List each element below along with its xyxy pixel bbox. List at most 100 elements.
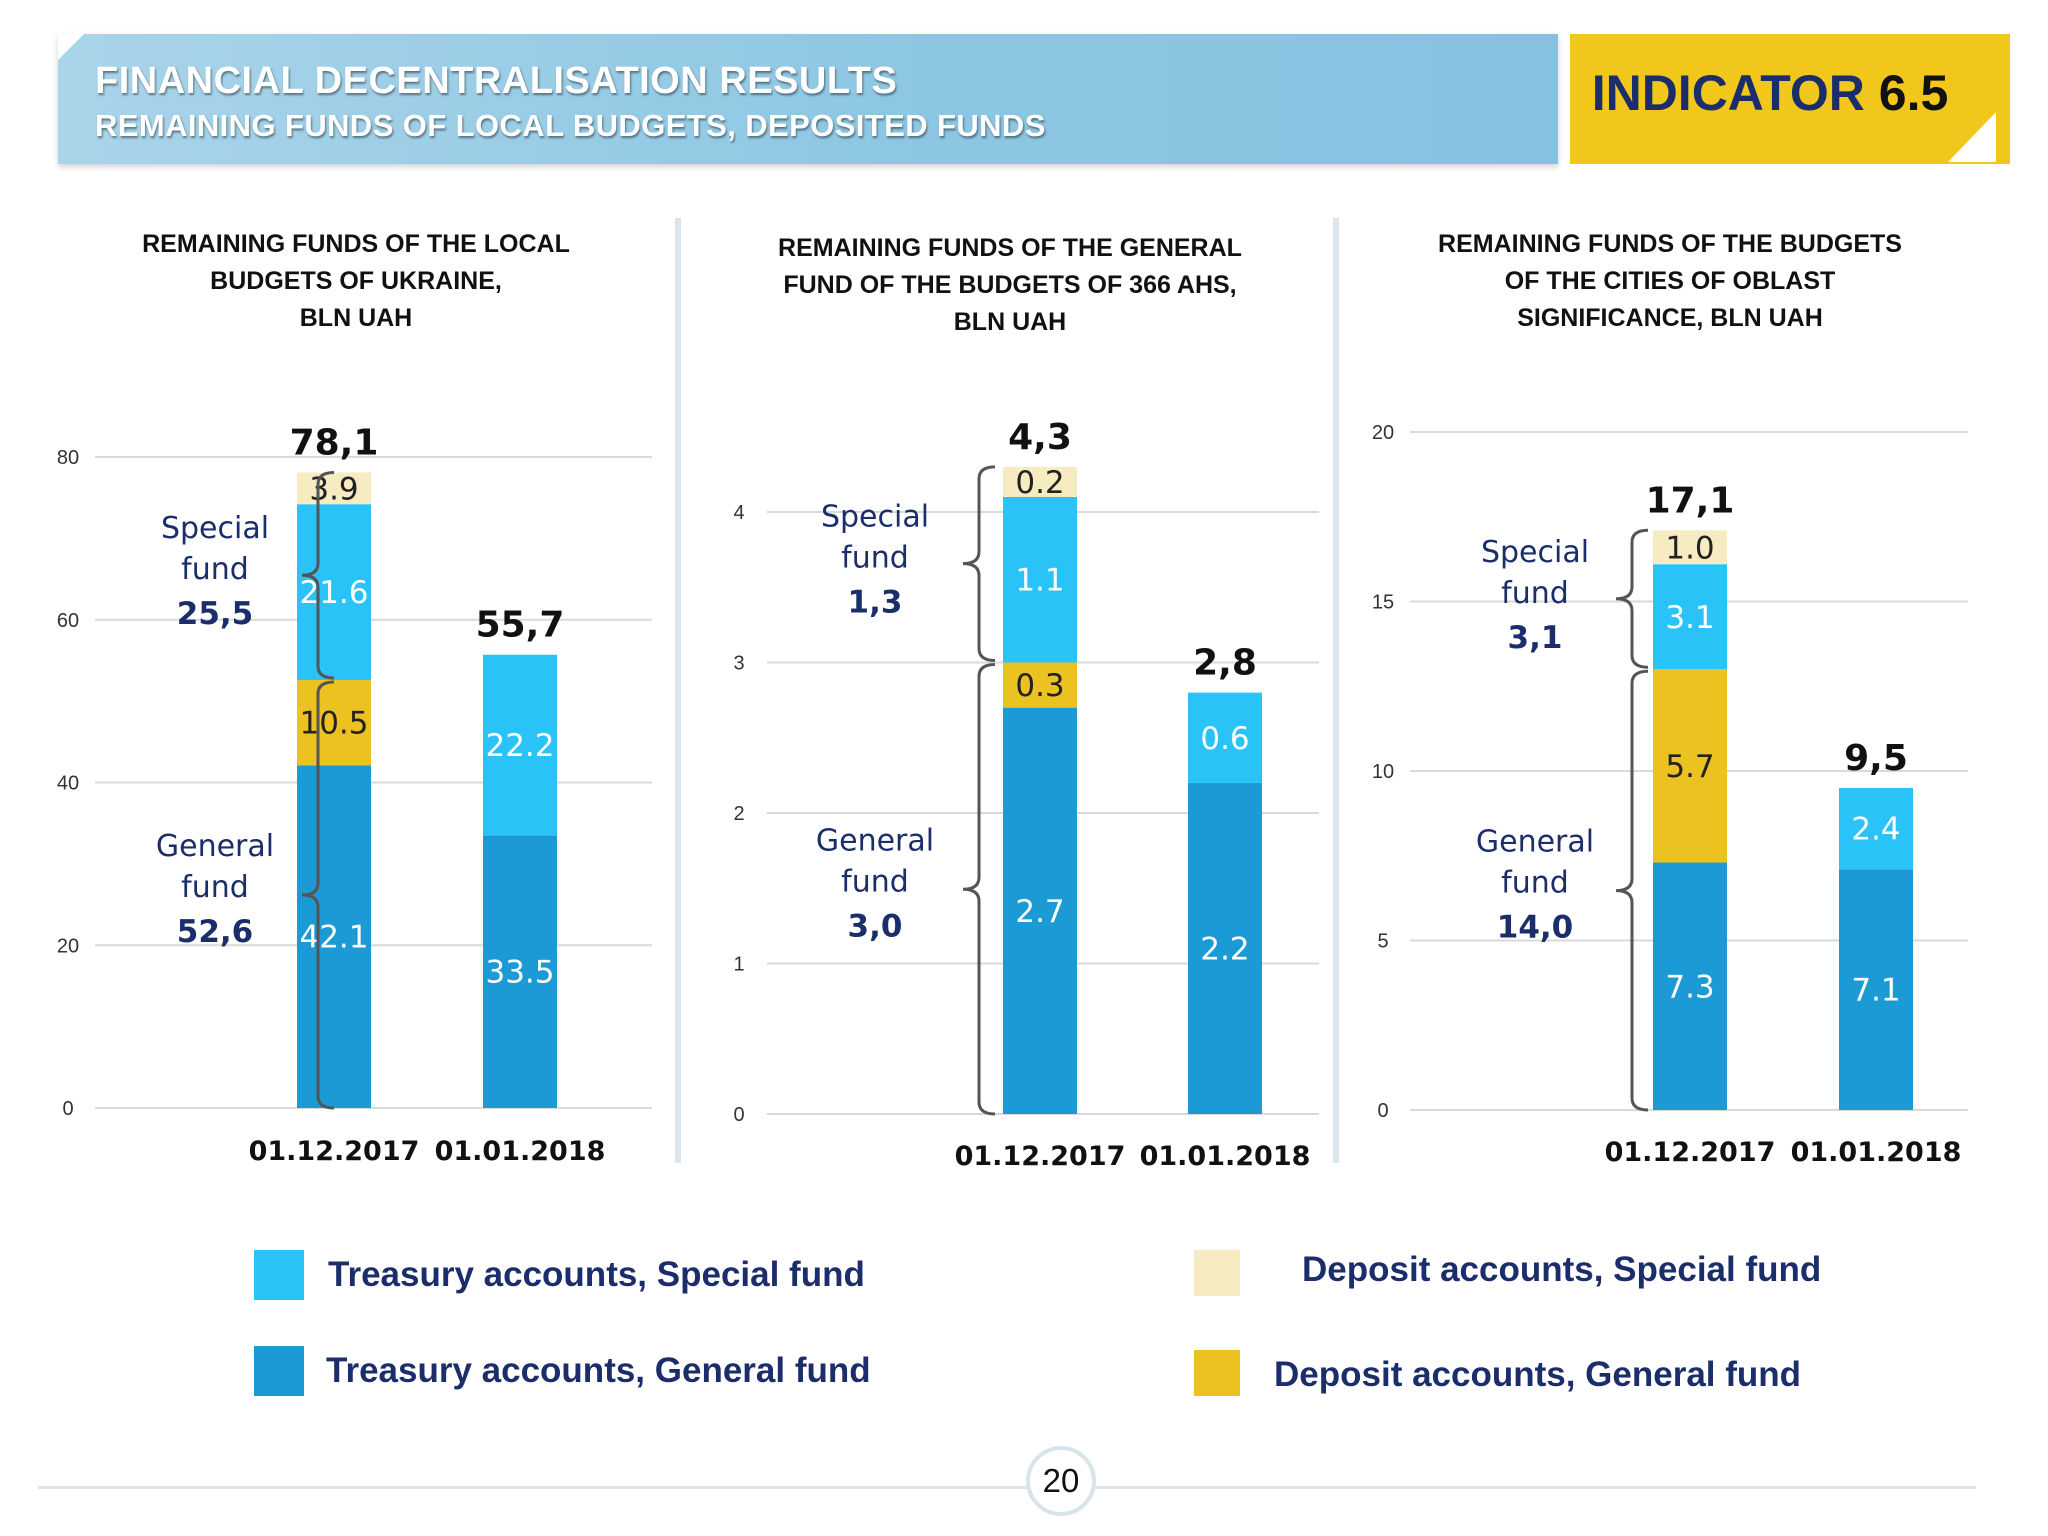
special-fund-label: fund <box>841 541 909 576</box>
bar-value-label: 0.2 <box>1015 465 1064 501</box>
bar-segment-treasury-general <box>297 765 371 1108</box>
y-tick-label: 0 <box>62 1098 73 1120</box>
bar-segment-treasury-general <box>1839 869 1913 1110</box>
bar-value-label: 1.1 <box>1015 563 1064 599</box>
indicator-corner-fold <box>1948 112 1996 162</box>
bar-total-label: 4,3 <box>1008 417 1072 458</box>
banner-corner-fold <box>58 34 84 60</box>
indicator-number: 6.5 <box>1878 65 1949 121</box>
x-category-label: 01.12.2017 <box>249 1136 420 1167</box>
page-number: 20 <box>1026 1446 1096 1516</box>
bar-segment-deposit-general <box>297 679 371 766</box>
indicator-word: INDICATOR <box>1591 65 1865 121</box>
general-fund-bracket <box>962 663 996 1116</box>
y-tick-label: 0 <box>1377 1100 1388 1122</box>
chart-title-line: BUDGETS OF UKRAINE, <box>210 267 502 295</box>
chart-title-line: OF THE CITIES OF OBLAST <box>1504 267 1836 295</box>
y-tick-label: 2 <box>733 803 744 825</box>
chart-panel-366-ahs: REMAINING FUNDS OF THE GENERAL FUND OF T… <box>695 210 1325 1190</box>
special-fund-bracket <box>962 465 996 662</box>
bar-segment-treasury-general <box>1188 782 1262 1114</box>
legend-swatch <box>254 1250 304 1300</box>
general-fund-value: 52,6 <box>177 914 254 950</box>
bar-value-label: 7.3 <box>1665 969 1714 1005</box>
special-fund-label: Special <box>821 500 929 535</box>
stacked-bar-chart: 02040608042.110.521.63.978,101.12.201733… <box>57 422 652 1167</box>
special-fund-value: 25,5 <box>177 596 254 632</box>
bar-value-label: 1.0 <box>1665 530 1714 566</box>
bar-value-label: 0.3 <box>1015 668 1064 704</box>
general-fund-label: fund <box>1501 866 1569 901</box>
bar-value-label: 3.1 <box>1665 600 1714 636</box>
y-tick-label: 60 <box>57 610 79 632</box>
bar-segment-treasury-general <box>483 835 557 1108</box>
chart-title-line: FUND OF THE BUDGETS OF 366 AHS, <box>783 271 1237 299</box>
x-category-label: 01.12.2017 <box>955 1141 1126 1172</box>
page-subtitle: REMAINING FUNDS OF LOCAL BUDGETS, DEPOSI… <box>95 108 1046 143</box>
bar-total-label: 9,5 <box>1844 738 1908 779</box>
special-fund-bracket <box>301 470 335 680</box>
legend-label: Treasury accounts, General fund <box>326 1351 871 1390</box>
bar-total-label: 78,1 <box>290 422 379 463</box>
bar-segment-deposit-general <box>1003 662 1077 708</box>
special-fund-bracket <box>1615 528 1649 669</box>
special-fund-value: 3,1 <box>1508 620 1563 656</box>
general-fund-bracket <box>301 680 335 1110</box>
x-category-label: 01.01.2018 <box>435 1136 606 1167</box>
special-fund-value: 1,3 <box>848 585 903 621</box>
general-fund-label: General <box>1476 825 1594 860</box>
special-fund-label: Special <box>161 511 269 546</box>
bar-total-label: 55,7 <box>476 605 565 646</box>
chart-title-line: BLN UAH <box>953 308 1067 336</box>
bar-segment-deposit-special <box>1653 530 1727 565</box>
general-fund-value: 14,0 <box>1497 910 1574 946</box>
bar-value-label: 42.1 <box>299 920 368 956</box>
y-tick-label: 4 <box>733 502 744 524</box>
special-fund-label: fund <box>1501 576 1569 611</box>
general-fund-label: fund <box>841 864 909 899</box>
bar-segment-treasury-general <box>1003 707 1077 1114</box>
y-tick-label: 3 <box>733 653 744 675</box>
general-fund-label: fund <box>181 870 249 905</box>
legend-label: Deposit accounts, General fund <box>1274 1355 1802 1394</box>
panel-divider <box>1333 218 1339 1163</box>
general-fund-label: General <box>156 829 274 864</box>
panel-divider <box>675 218 681 1163</box>
chart-panel-local-budgets: REMAINING FUNDS OF THE LOCAL BUDGETS OF … <box>40 210 672 1190</box>
general-fund-bracket <box>1615 669 1649 1112</box>
bar-value-label: 33.5 <box>485 955 554 991</box>
legend-swatch <box>1194 1350 1240 1396</box>
bar-segment-deposit-special <box>297 472 371 505</box>
chart-title-line: REMAINING FUNDS OF THE BUDGETS <box>1438 230 1902 258</box>
bar-segment-treasury-special <box>1839 787 1913 870</box>
legend-label: Treasury accounts, Special fund <box>328 1255 865 1294</box>
special-fund-label: Special <box>1481 535 1589 570</box>
special-fund-label: fund <box>181 552 249 587</box>
header-banner <box>58 34 1558 164</box>
bar-segment-treasury-special <box>1188 692 1262 783</box>
footer-line <box>38 1486 1976 1489</box>
bar-segment-treasury-special <box>1653 564 1727 670</box>
general-fund-value: 3,0 <box>848 908 903 944</box>
legend-swatch <box>254 1346 304 1396</box>
stacked-bar-chart: 0 5 10 15 20 7.3 5.7 3.1 1.0 17,1 01.12.2017 7.1 2.4… <box>1372 422 1968 1168</box>
x-category-label: 01.01.2018 <box>1791 1137 1962 1168</box>
page-title: FINANCIAL DECENTRALISATION RESULTS <box>95 60 898 102</box>
bar-value-label: 2.2 <box>1200 931 1249 967</box>
y-tick-label: 20 <box>1372 422 1394 444</box>
y-tick-label: 40 <box>57 773 79 795</box>
indicator-badge <box>1570 34 2010 164</box>
bar-value-label: 22.2 <box>485 728 554 764</box>
bar-total-label: 17,1 <box>1646 480 1735 521</box>
y-tick-label: 1 <box>733 954 744 976</box>
chart-title-line: BLN UAH <box>299 304 413 332</box>
indicator-label: INDICATOR 6.5 <box>1575 64 1965 122</box>
bar-segment-treasury-general <box>1653 862 1727 1110</box>
bar-value-label: 21.6 <box>299 575 368 611</box>
chart-title-line: SIGNIFICANCE, BLN UAH <box>1517 304 1823 332</box>
y-tick-label: 20 <box>57 935 79 957</box>
x-category-label: 01.12.2017 <box>1605 1137 1776 1168</box>
bar-segment-deposit-general <box>1653 669 1727 863</box>
general-fund-label: General <box>816 823 934 858</box>
y-tick-label: 80 <box>57 447 79 469</box>
